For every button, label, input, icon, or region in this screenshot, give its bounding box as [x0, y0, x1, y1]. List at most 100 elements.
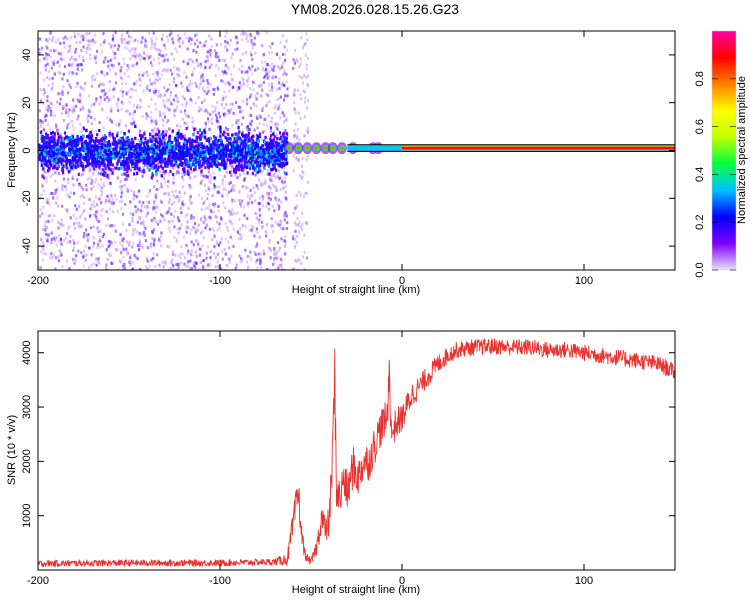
spectrogram-noise-cell: [201, 259, 204, 263]
spectrogram-noise-cell: [163, 86, 166, 90]
spectrogram-band-cell: [139, 142, 143, 146]
spectrogram-noise-cell: [220, 237, 223, 241]
spectrogram-band-cell: [192, 148, 195, 152]
spectrogram-noise-cell: [198, 253, 202, 257]
spectrogram-noise-cell: [305, 191, 308, 195]
spectrogram-noise-cell: [134, 55, 137, 59]
spectrogram-noise-cell: [113, 52, 116, 56]
spectrogram-noise-cell: [195, 228, 198, 232]
spectrogram-noise-cell: [76, 241, 80, 245]
spectrogram-noise-cell: [138, 216, 141, 220]
spectrogram-noise-cell: [159, 219, 162, 223]
spectrogram-noise-cell: [126, 109, 129, 113]
spectrogram-noise-cell: [208, 34, 211, 38]
spectrogram-noise-cell: [110, 58, 113, 62]
spectrogram-noise-cell: [233, 184, 236, 188]
spectrogram-noise-cell: [112, 33, 115, 37]
spectrogram-noise-cell: [306, 154, 309, 158]
spectrogram-band-cell: [149, 156, 152, 160]
spectrogram-noise-cell: [240, 109, 243, 113]
spectrogram-noise-cell: [216, 190, 219, 194]
spectrogram-noise-cell: [268, 70, 271, 74]
spectrogram-noise-cell: [78, 54, 81, 58]
spectrogram-noise-cell: [80, 87, 84, 91]
spectrogram-noise-cell: [200, 179, 203, 183]
spectrogram-noise-cell: [180, 171, 184, 175]
spectrogram-noise-cell: [305, 63, 308, 67]
spectrogram-noise-cell: [273, 253, 276, 257]
spectrogram-band-cell: [174, 162, 177, 166]
spectrogram-noise-cell: [99, 43, 102, 47]
spectrogram-noise-cell: [204, 160, 208, 164]
spectrogram-band-cell: [179, 159, 182, 163]
spectrogram-noise-cell: [76, 67, 79, 71]
spectrogram-noise-cell: [95, 218, 98, 222]
spectrogram-noise-cell: [130, 189, 133, 193]
spectrogram-noise-cell: [156, 253, 159, 257]
spectrogram-noise-cell: [194, 101, 198, 105]
spectrogram-noise-cell: [102, 232, 106, 236]
spectrogram-noise-cell: [152, 90, 155, 94]
spectrogram-noise-cell: [102, 126, 105, 130]
spectrogram-noise-cell: [75, 217, 78, 221]
spectrogram-noise-cell: [82, 38, 85, 42]
spectrogram-noise-cell: [42, 92, 45, 96]
spectrogram-band-cell: [268, 161, 271, 165]
spectrogram-noise-cell: [200, 231, 203, 235]
spectrogram-noise-cell: [190, 99, 193, 103]
spectrogram-noise-cell: [109, 134, 112, 138]
spectrogram-noise-cell: [92, 74, 95, 78]
spectrogram-noise-cell: [148, 191, 151, 195]
spectrogram-band-cell: [283, 140, 286, 144]
spectrogram-noise-cell: [208, 227, 211, 231]
spectrogram-noise-cell: [154, 211, 157, 215]
spectrogram-noise-cell: [202, 174, 205, 178]
spectrogram-noise-cell: [45, 179, 48, 183]
spectrogram-noise-cell: [120, 76, 123, 80]
spectrogram-noise-cell: [265, 92, 268, 96]
spectrogram-noise-cell: [210, 121, 214, 125]
spectrogram-noise-cell: [177, 171, 180, 175]
spectrogram-noise-cell: [99, 177, 102, 181]
spectrogram-noise-cell: [278, 176, 281, 180]
spectrogram-noise-cell: [40, 250, 43, 254]
spectrogram-noise-cell: [125, 92, 128, 96]
spectrogram-noise-cell: [266, 169, 269, 173]
spectrogram-noise-cell: [190, 38, 193, 42]
spectrogram-noise-cell: [78, 204, 81, 208]
spectrogram-noise-cell: [74, 50, 77, 54]
spectrogram-band-cell: [144, 136, 147, 141]
spectrogram-noise-cell: [97, 219, 100, 223]
spectrogram-band-cell: [229, 148, 232, 152]
spectrogram-band-cell: [210, 164, 213, 168]
spectrogram-noise-cell: [220, 103, 224, 107]
spectrogram-noise-cell: [163, 103, 166, 107]
spectrogram-noise-cell: [76, 98, 79, 102]
spectrogram-noise-cell: [279, 116, 282, 120]
spectrogram-noise-cell: [161, 118, 165, 122]
spectrogram-noise-cell: [209, 52, 212, 56]
spectrogram-noise-cell: [99, 235, 102, 239]
spectrogram-noise-cell: [230, 166, 233, 170]
spectrogram-noise-cell: [186, 121, 189, 125]
spectrogram-noise-cell: [277, 105, 281, 109]
spectrogram-noise-cell: [74, 258, 77, 262]
spectrogram-noise-cell: [107, 99, 110, 103]
spectrogram-band-cell: [135, 142, 139, 147]
spectrogram-noise-cell: [51, 163, 54, 167]
spectrogram-noise-cell: [250, 229, 254, 233]
spectrogram-noise-cell: [267, 246, 270, 250]
spectrogram-noise-cell: [57, 204, 60, 208]
spectrogram-band-cell: [266, 141, 269, 145]
spectrogram-noise-cell: [176, 153, 180, 157]
spectrogram-noise-cell: [126, 68, 129, 72]
spectrogram-noise-cell: [69, 234, 72, 238]
spectrogram-noise-cell: [82, 202, 86, 206]
spectrogram-noise-cell: [283, 71, 287, 75]
spectrogram-noise-cell: [205, 256, 208, 260]
spectrogram-band-cell: [140, 134, 143, 138]
spectrogram-noise-cell: [294, 258, 297, 262]
spectrogram-noise-cell: [100, 50, 104, 54]
spectrogram-noise-cell: [190, 240, 193, 244]
